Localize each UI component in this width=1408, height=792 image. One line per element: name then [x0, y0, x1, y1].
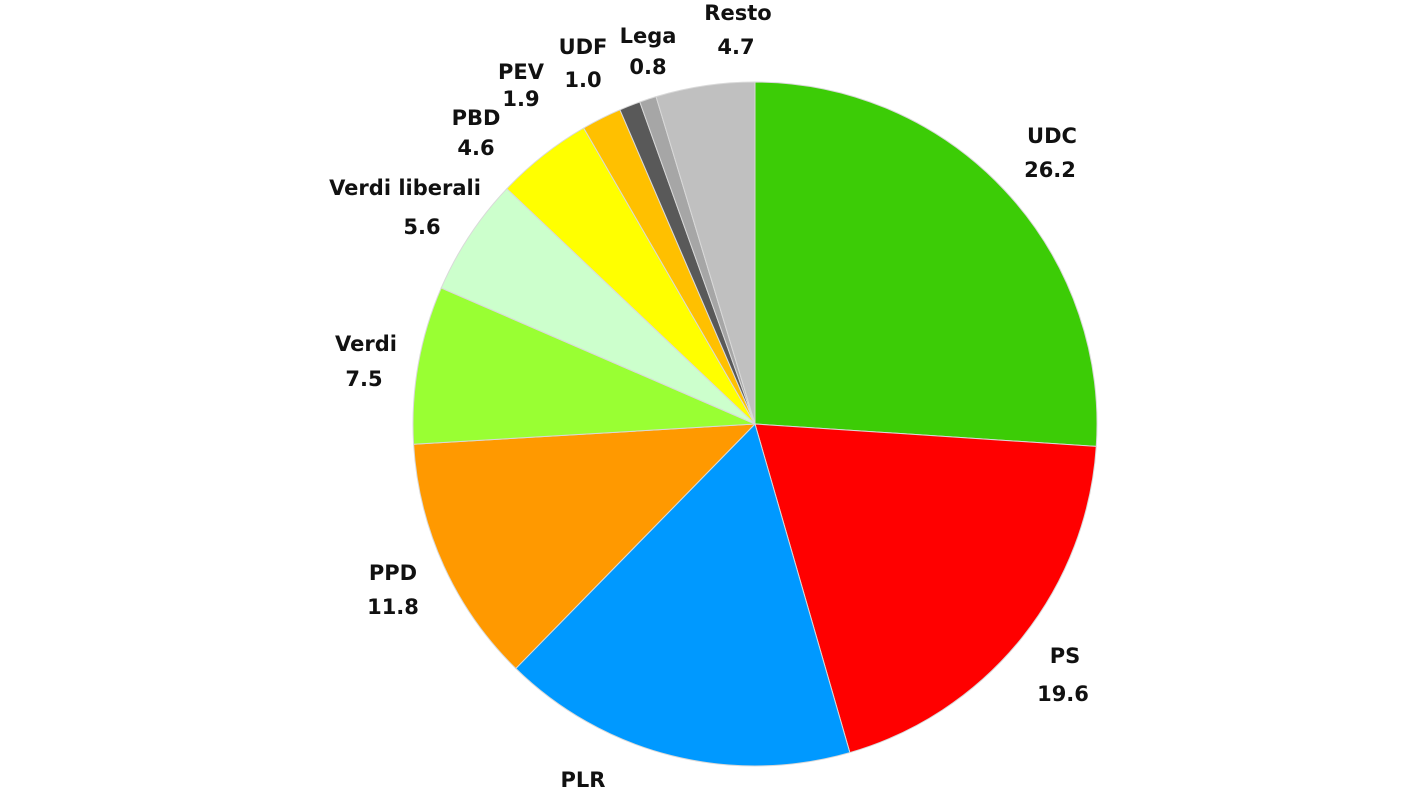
slice-label-lega: Lega [620, 24, 677, 48]
slice-label-ppd: PPD [369, 561, 417, 585]
slice-value-resto: 4.7 [717, 35, 754, 59]
slice-label-pev: PEV [498, 60, 545, 84]
slice-value-lega: 0.8 [629, 55, 666, 79]
slice-plr [515, 423, 851, 767]
slice-value-pbd: 4.6 [457, 136, 494, 160]
slice-label-verdi: Verdi [335, 332, 397, 356]
slice-label-ps: PS [1050, 644, 1081, 668]
slice-label-pbd: PBD [452, 106, 501, 130]
pie-slices [412, 81, 1098, 767]
slice-label-resto: Resto [704, 1, 771, 25]
slice-udc [754, 81, 1098, 447]
slice-label-plr: PLR [561, 768, 606, 792]
slice-value-ppd: 11.8 [367, 595, 419, 619]
slice-value-pev: 1.9 [502, 87, 539, 111]
pie-labels: UDC 26.2 PS 19.6 PLR PPD 11.8 Verdi 7.5 Verdi lib… [329, 1, 1089, 792]
slice-verdi [412, 287, 756, 445]
slice-ppd [413, 423, 757, 670]
slice-value-ps: 19.6 [1037, 682, 1089, 706]
slice-value-udc: 26.2 [1024, 158, 1076, 182]
slice-value-udf: 1.0 [564, 68, 601, 92]
slice-value-verdi-liberali: 5.6 [403, 215, 440, 239]
slice-label-udc: UDC [1027, 124, 1077, 148]
slice-value-verdi: 7.5 [345, 367, 382, 391]
slice-label-udf: UDF [559, 35, 608, 59]
slice-label-verdi-liberali: Verdi liberali [329, 176, 481, 200]
slice-ps [754, 423, 1097, 754]
slice-resto [655, 81, 756, 425]
